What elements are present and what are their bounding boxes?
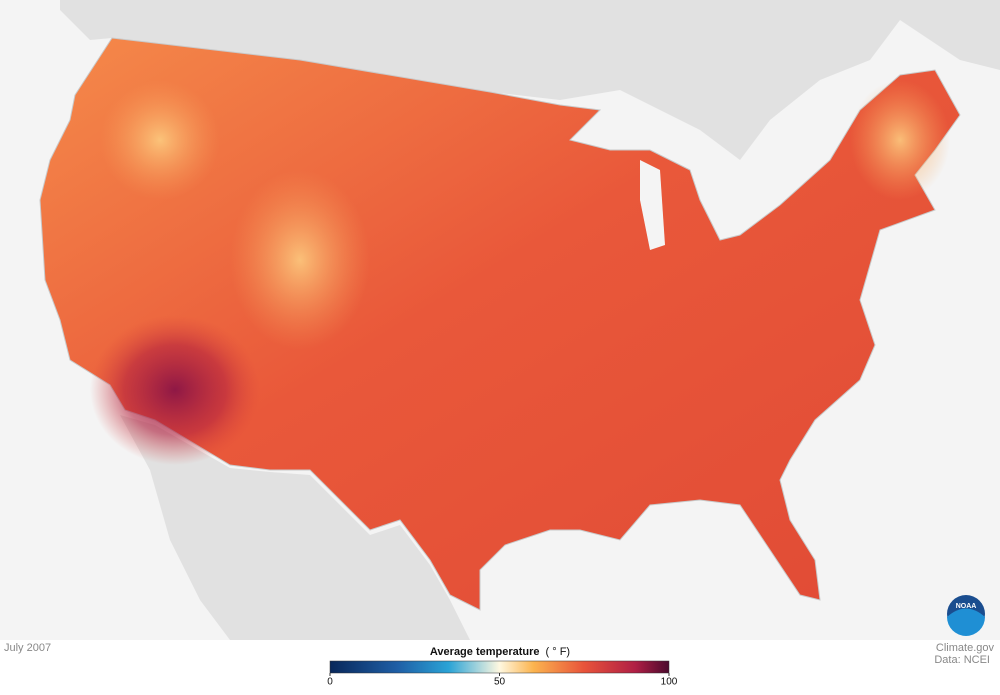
legend-title-text: Average temperature — [430, 646, 540, 658]
lake-michigan — [640, 160, 665, 250]
colorbar-ticks: 0 50 100 — [327, 673, 678, 688]
legend-title: Average temperature ( ° F) — [430, 646, 570, 658]
logo-text: NOAA — [956, 603, 977, 610]
logo-wave — [947, 608, 985, 636]
credit: Climate.gov — [936, 642, 995, 654]
canada-land — [60, 0, 1000, 160]
colorbar-tick-label: 0 — [327, 677, 333, 688]
cool-region — [850, 80, 950, 200]
hot-region — [90, 315, 260, 465]
cool-region — [100, 80, 220, 200]
colorbar-tick-label: 50 — [494, 677, 506, 688]
legend-unit: ( ° F) — [546, 646, 571, 658]
mexico-land — [120, 415, 470, 640]
credit: Data: NCEI — [934, 654, 990, 666]
cool-region — [230, 170, 370, 350]
date-label: July 2007 — [4, 642, 51, 654]
colorbar — [329, 660, 670, 674]
colorbar-tick-label: 100 — [661, 677, 678, 688]
